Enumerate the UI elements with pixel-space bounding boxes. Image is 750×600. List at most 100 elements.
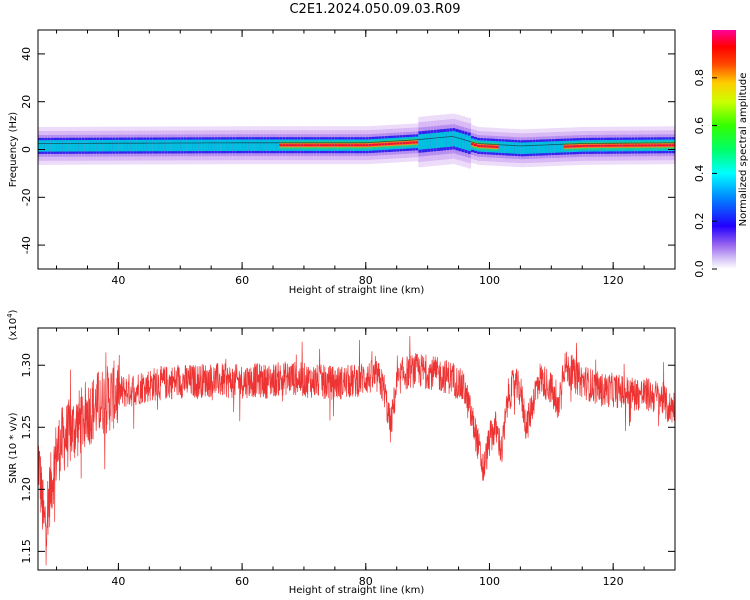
heatmap-cell [121, 139, 125, 152]
heatmap-cell-max [291, 144, 295, 147]
heatmap-cell-max [600, 144, 605, 147]
heatmap-cell-max [325, 144, 329, 147]
heatmap-cell [532, 142, 537, 154]
heatmap-cell-max [402, 142, 407, 145]
heatmap-cell-max [310, 144, 314, 147]
heatmap-layer [38, 113, 675, 169]
heatmap-cell-max [668, 144, 673, 147]
heatmap-cell [251, 139, 255, 151]
snr-ytick-label: 1.20 [20, 477, 33, 502]
colorbar-tick-label: 0.0 [693, 260, 706, 278]
figure-title: C2E1.2024.050.09.03.R09 [289, 2, 461, 17]
heatmap-cell-max [616, 144, 620, 147]
heatmap-cell-max [665, 144, 670, 147]
heatmap-cell [557, 141, 561, 153]
snr-xlabel: Height of straight line (km) [289, 585, 425, 596]
heatmap-cell [146, 139, 150, 152]
snr-series-line [38, 336, 675, 566]
heatmap-cell [198, 139, 203, 152]
heatmap-cell [204, 139, 209, 152]
heatmap-cell [245, 139, 249, 151]
snr-ylabel: SNR (10 * v/v) [8, 412, 19, 483]
heatmap-cell [273, 139, 277, 151]
heatmap-ridge-line [38, 135, 675, 147]
heatmap-cell [183, 139, 187, 152]
heatmap-cell [257, 139, 261, 151]
heatmap-cell-max [331, 144, 336, 147]
heatmap-cell-max [644, 144, 648, 147]
heatmap-cell-max [470, 143, 475, 146]
heatmap-cell [177, 139, 181, 152]
heatmap-cell-max [347, 144, 351, 147]
heatmap-cell-max [337, 144, 342, 147]
colorbar [712, 30, 736, 269]
heatmap-cell [232, 139, 237, 151]
heatmap-cell-max [334, 144, 339, 147]
heatmap-cell [455, 131, 459, 148]
heatmap-ytick-label: 40 [20, 47, 33, 61]
heatmap-ytick-label: 0 [20, 146, 33, 153]
heatmap-cell [93, 139, 98, 152]
heatmap-cell-max [613, 144, 617, 147]
heatmap-cell-max [375, 143, 379, 146]
heatmap-cell-max [650, 144, 654, 147]
colorbar-tick-label: 0.4 [693, 165, 706, 183]
heatmap-cell [133, 139, 138, 152]
heatmap-cell-max [628, 144, 633, 147]
heatmap-cell-max [572, 145, 577, 148]
heatmap-cell [44, 140, 48, 152]
heatmap-cell [452, 131, 456, 147]
heatmap-cell [56, 140, 60, 152]
heatmap-cell [158, 139, 162, 152]
heatmap-cell [424, 133, 428, 150]
heatmap-cell-max [316, 144, 320, 147]
heatmap-cell [427, 133, 432, 149]
heatmap-cell [551, 141, 555, 153]
snr-frame [37, 327, 676, 571]
heatmap-cell [41, 140, 45, 152]
heatmap-cell [504, 141, 509, 154]
heatmap-cell [167, 139, 172, 152]
heatmap-cell-max [415, 141, 419, 144]
heatmap-cell-max [396, 142, 401, 145]
colorbar-tick-label: 0.6 [693, 117, 706, 135]
heatmap-cell-max [381, 143, 385, 146]
heatmap-cell-max [365, 144, 370, 147]
heatmap-cell [223, 139, 227, 151]
heatmap-cell-max [384, 143, 388, 146]
heatmap-cell-max [480, 145, 484, 148]
heatmap-cell [269, 139, 274, 151]
heatmap-cell-max [606, 144, 611, 147]
heatmap-cell-max [495, 145, 500, 148]
snr-xtick-label: 80 [359, 575, 373, 588]
heatmap-cell [439, 132, 444, 148]
heatmap-cell-max [393, 142, 397, 145]
heatmap-xtick-label: 120 [603, 274, 624, 287]
heatmap-cell-max [640, 144, 645, 147]
heatmap-cell-max [569, 145, 574, 148]
snr-xtick-label: 100 [479, 575, 500, 588]
heatmap-cell [523, 142, 527, 154]
heatmap-cell [433, 132, 438, 149]
heatmap-cell [554, 141, 558, 153]
heatmap-cell-max [603, 144, 608, 147]
heatmap-cell [217, 139, 221, 152]
heatmap-cell [115, 139, 119, 152]
heatmap-cell-max [285, 144, 289, 147]
heatmap-cell-max [387, 142, 391, 145]
heatmap-cell [186, 139, 190, 152]
heatmap-cell [464, 134, 469, 150]
heatmap-cell-max [597, 144, 602, 147]
heatmap-xtick-label: 100 [479, 274, 500, 287]
heatmap-cell-max [492, 145, 496, 148]
heatmap-cell-max [579, 145, 583, 148]
heatmap-xlabel: Height of straight line (km) [289, 285, 425, 296]
heatmap-cell-max [356, 144, 360, 147]
heatmap-cell [443, 131, 447, 148]
heatmap-cell-max [399, 142, 404, 145]
heatmap-cell-max [671, 144, 675, 147]
heatmap-cell [84, 140, 88, 152]
snr-layer [38, 336, 675, 566]
heatmap-cell-max [279, 144, 283, 147]
